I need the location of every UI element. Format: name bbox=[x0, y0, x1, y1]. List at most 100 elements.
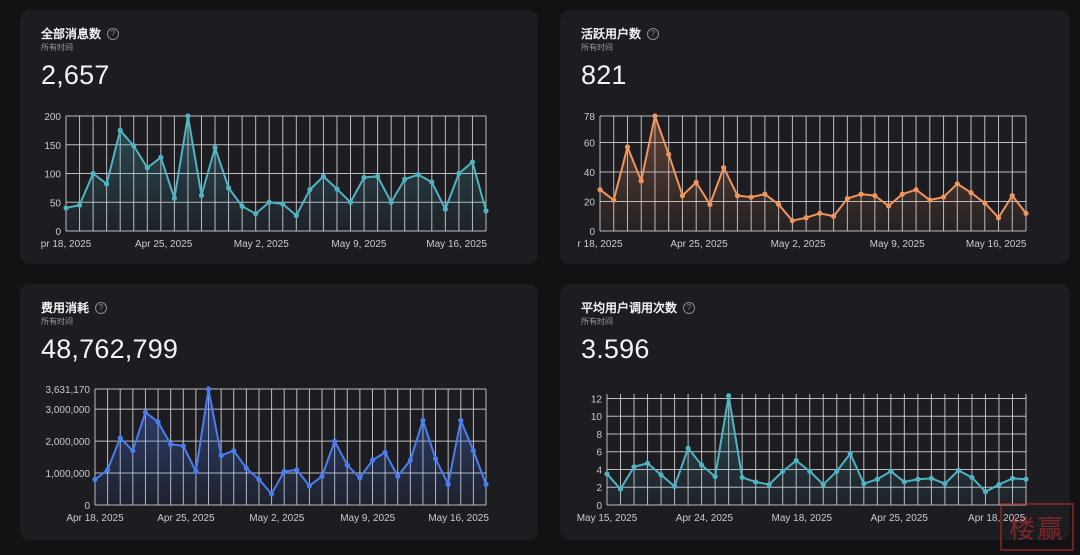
data-point bbox=[117, 435, 123, 441]
series-area bbox=[95, 389, 486, 505]
card-title: 活跃用户数 ? bbox=[581, 25, 660, 42]
data-point bbox=[104, 181, 110, 187]
x-tick-label: Apr 25, 2025 bbox=[157, 513, 215, 524]
data-point bbox=[320, 173, 327, 179]
data-point bbox=[631, 464, 637, 470]
data-point bbox=[780, 468, 786, 474]
data-point bbox=[395, 473, 401, 479]
data-point bbox=[996, 481, 1002, 488]
data-point bbox=[442, 206, 448, 212]
series-area bbox=[600, 116, 1026, 231]
data-point bbox=[789, 218, 795, 224]
data-point bbox=[193, 468, 199, 475]
data-point bbox=[721, 165, 727, 171]
data-point bbox=[306, 483, 313, 489]
data-point bbox=[644, 460, 651, 466]
data-point bbox=[432, 456, 439, 462]
data-point bbox=[734, 193, 741, 199]
data-point bbox=[885, 203, 892, 209]
data-point bbox=[319, 473, 325, 479]
metric-card-active-users: 活跃用户数 ? 所有时间 821 78 60 40 20 0 r 18, 2025 Apr … bbox=[560, 10, 1070, 264]
question-circle-icon[interactable]: ? bbox=[107, 27, 120, 40]
x-tick-label: May 16, 2025 bbox=[966, 239, 1027, 250]
data-point bbox=[92, 476, 98, 483]
data-point bbox=[739, 474, 745, 481]
data-point bbox=[658, 472, 664, 478]
data-point bbox=[180, 443, 186, 449]
data-point bbox=[915, 476, 921, 482]
question-circle-icon[interactable]: ? bbox=[683, 301, 696, 314]
data-point bbox=[256, 476, 262, 483]
data-point bbox=[726, 393, 732, 399]
y-tick-label: 6 bbox=[596, 448, 602, 459]
series-line bbox=[94, 388, 487, 495]
x-tick-label: May 2, 2025 bbox=[249, 513, 304, 524]
y-tick-label: 8 bbox=[596, 430, 602, 441]
data-point bbox=[955, 467, 962, 473]
data-point bbox=[982, 489, 989, 495]
data-point bbox=[168, 441, 174, 447]
y-tick-label: 10 bbox=[591, 412, 603, 423]
y-tick-label: 0 bbox=[589, 227, 595, 238]
data-point bbox=[130, 448, 136, 454]
data-point bbox=[831, 213, 837, 219]
data-point bbox=[469, 159, 476, 165]
card-value: 821 bbox=[581, 60, 627, 90]
question-circle-icon[interactable]: ? bbox=[647, 27, 660, 40]
data-point bbox=[205, 386, 212, 392]
data-point bbox=[332, 438, 338, 444]
x-tick-label: Apr 24, 2025 bbox=[676, 513, 734, 524]
data-point bbox=[382, 449, 388, 455]
data-point bbox=[281, 468, 287, 475]
data-point bbox=[652, 113, 658, 119]
data-point bbox=[861, 481, 867, 487]
data-point bbox=[253, 211, 259, 217]
data-point bbox=[1009, 475, 1016, 481]
watermark-logo: 楼赢 bbox=[1000, 503, 1074, 551]
x-tick-label: May 9, 2025 bbox=[340, 513, 395, 524]
data-point bbox=[847, 450, 853, 457]
data-point bbox=[76, 202, 83, 208]
y-tick-label: 200 bbox=[44, 112, 61, 123]
card-title: 平均用户调用次数 ? bbox=[581, 299, 696, 316]
data-point bbox=[638, 178, 644, 184]
data-point bbox=[707, 201, 713, 208]
card-title: 费用消耗 ? bbox=[41, 299, 108, 316]
x-tick-label: Apr 18, 2025 bbox=[66, 513, 124, 524]
data-point bbox=[483, 481, 489, 487]
card-subtitle: 所有时间 bbox=[581, 43, 613, 52]
y-tick-label: 4 bbox=[596, 465, 602, 476]
data-point bbox=[753, 479, 759, 485]
x-tick-label: May 18, 2025 bbox=[772, 513, 833, 524]
x-tick-label: Apr 25, 2025 bbox=[670, 239, 728, 250]
data-point bbox=[375, 173, 381, 179]
data-point bbox=[142, 409, 149, 415]
data-point bbox=[117, 127, 123, 133]
x-tick-label: May 2, 2025 bbox=[234, 239, 289, 250]
data-point bbox=[369, 457, 376, 463]
data-point bbox=[388, 199, 394, 205]
y-tick-label: 0 bbox=[55, 227, 61, 238]
y-tick-label: 20 bbox=[584, 198, 596, 209]
data-point bbox=[420, 417, 426, 423]
metric-card-avg-calls: 平均用户调用次数 ? 所有时间 3.596 12 10 8 6 4 2 0 May 15, 2… bbox=[560, 284, 1070, 540]
y-tick-label: 150 bbox=[44, 141, 61, 152]
y-tick-label: 78 bbox=[584, 112, 596, 123]
data-point bbox=[445, 481, 451, 487]
data-point bbox=[158, 154, 164, 160]
data-point bbox=[1023, 210, 1029, 216]
y-tick-label: 60 bbox=[584, 139, 596, 150]
x-tick-label: May 9, 2025 bbox=[331, 239, 386, 250]
x-tick-label: May 16, 2025 bbox=[426, 239, 487, 250]
question-circle-icon[interactable]: ? bbox=[95, 301, 108, 314]
data-point bbox=[470, 448, 476, 454]
x-tick-label: Apr 25, 2025 bbox=[135, 239, 193, 250]
data-point bbox=[294, 467, 300, 473]
data-point bbox=[225, 185, 232, 191]
data-point bbox=[712, 473, 718, 480]
data-point bbox=[231, 448, 237, 454]
card-value: 48,762,799 bbox=[41, 334, 179, 364]
y-tick-label: 50 bbox=[50, 198, 62, 209]
series-area bbox=[607, 395, 1026, 505]
data-point bbox=[597, 187, 603, 193]
